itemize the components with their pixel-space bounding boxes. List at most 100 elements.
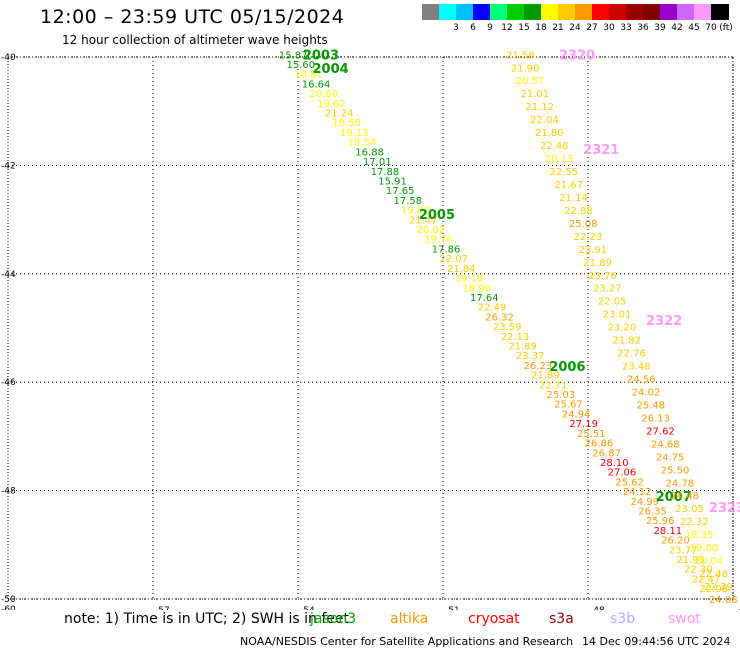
- legend-label: 36: [637, 23, 649, 33]
- wave-height-value: 17.65: [386, 186, 415, 197]
- wave-height-value: 25.62: [615, 477, 644, 488]
- map-grid: [7, 56, 734, 600]
- wave-height-value: 22.76: [617, 349, 646, 360]
- lat-tick-label: -40: [1, 53, 16, 63]
- legend-label: 42: [671, 23, 683, 33]
- legend-swatch: [473, 4, 491, 20]
- wave-height-value: 22.13: [501, 332, 530, 343]
- legend-label: 45: [688, 23, 700, 33]
- wave-height-value: 21.67: [554, 180, 583, 191]
- lat-tick-label: -42: [1, 161, 16, 171]
- wave-height-value: 22.48: [699, 569, 728, 580]
- legend-swatch: [592, 4, 610, 20]
- wave-height-value: 18.81: [294, 70, 323, 81]
- legend-label: 12: [501, 23, 513, 33]
- lon-tick-label: -57: [155, 606, 170, 610]
- wave-height-value: 24.56: [627, 375, 656, 386]
- wave-height-value: 22.88: [564, 206, 593, 217]
- wave-height-value: 22.08: [699, 584, 728, 595]
- wave-height-value: 26.35: [638, 507, 667, 518]
- footer-credit: NOAA/NESDIS Center for Satellite Applica…: [240, 635, 574, 648]
- footer-timestamp: 14 Dec 09:44:56 UTC 2024: [582, 635, 731, 648]
- legend-swatch: [711, 4, 729, 20]
- wave-height-value: 23.77: [669, 545, 698, 556]
- legend-swatch: [694, 4, 712, 20]
- legend-label: 21: [552, 23, 564, 33]
- wave-height-value: 20.60: [309, 89, 338, 100]
- wave-height-value: 23.01: [603, 310, 632, 321]
- wave-height-value: 25.51: [577, 429, 606, 440]
- wave-height-value: 21.80: [535, 128, 564, 139]
- legend-swatch: [524, 4, 542, 20]
- wave-height-value: 24.02: [632, 387, 661, 398]
- wave-height-value: 26.87: [592, 448, 621, 459]
- wave-height-value: 21.47: [409, 215, 438, 226]
- wave-height-value: 22.48: [540, 141, 569, 152]
- wave-height-value: 22.55: [550, 167, 579, 178]
- wave-height-value: 22.47: [692, 574, 721, 585]
- legend-label: 70: [705, 23, 717, 33]
- wave-height-value: 21.24: [325, 109, 354, 120]
- legend-label: 27: [586, 23, 598, 33]
- wave-height-value: 22.05: [598, 297, 627, 308]
- wave-height-value: 25.96: [646, 516, 675, 527]
- wave-height-value: 26.32: [485, 312, 514, 323]
- page-subtitle: 12 hour collection of altimeter wave hei…: [62, 33, 328, 47]
- wave-height-value: 24.99: [631, 497, 660, 508]
- lat-tick-label: -48: [1, 487, 16, 497]
- wave-height-value: 19.76: [424, 235, 453, 246]
- legend-swatch: [507, 4, 525, 20]
- wave-height-value: 21.82: [612, 336, 641, 347]
- wave-height-value: 19.13: [340, 128, 369, 139]
- map-frame: [7, 56, 734, 600]
- wave-height-value: 21.12: [525, 102, 554, 113]
- lon-tick-label: -48: [590, 606, 605, 610]
- lon-tick-label: -54: [300, 606, 315, 610]
- wave-height-value: 28.11: [653, 526, 682, 537]
- wave-height-value: 16.64: [302, 79, 331, 90]
- wave-height-value: 25.67: [554, 400, 583, 411]
- page-title: 12:00 – 23:59 UTC 05/15/2024: [40, 6, 345, 28]
- wave-height-value: 17.58: [394, 196, 423, 207]
- wave-height-value: 17.88: [371, 167, 400, 178]
- legend-label: 30: [603, 23, 615, 33]
- wave-height-value: 25.48: [637, 400, 666, 411]
- wave-height-value: 18.35: [685, 530, 714, 541]
- wave-height-value: 22.71: [539, 380, 568, 391]
- wave-height-value: 19.62: [317, 99, 346, 110]
- track-time-label: 2005: [419, 208, 455, 223]
- lon-tick-label: -51: [445, 606, 460, 610]
- track-time-label: 2007: [656, 490, 692, 505]
- legend-swatch: [439, 4, 457, 20]
- wave-height-value: 24.08: [709, 595, 738, 606]
- wave-height-value: 27.62: [646, 426, 675, 437]
- wave-height-value: 27.06: [608, 468, 637, 479]
- satellite-name: swot: [668, 611, 701, 627]
- wave-height-value: 24.12: [623, 487, 652, 498]
- wave-height-value: 15.87: [279, 50, 308, 61]
- track-time-label: 2003: [303, 48, 339, 63]
- legend-swatch: [456, 4, 474, 20]
- wave-height-value: 22.04: [530, 115, 559, 126]
- legend-label: 9: [487, 23, 493, 33]
- wave-height-value: 22.49: [478, 303, 507, 314]
- wave-height-value: 25.50: [661, 465, 690, 476]
- wave-height-value: 22.29: [704, 582, 733, 593]
- wave-height-value: 23.76: [588, 271, 617, 282]
- wave-height-value: 21.58: [506, 50, 535, 61]
- wave-height-value: 24.48: [670, 491, 699, 502]
- legend-swatch: [575, 4, 593, 20]
- track-time-label: 2322: [646, 314, 682, 329]
- wave-height-value: 22.23: [574, 232, 603, 243]
- wave-height-value: 21.89: [508, 341, 537, 352]
- corner-label: -60: [1, 605, 16, 610]
- wave-height-value: 25.08: [569, 219, 598, 230]
- wave-height-value: 20.02: [416, 225, 445, 236]
- lon-tick-label: -45: [735, 606, 740, 610]
- wave-height-value: 18.58: [332, 118, 361, 129]
- legend-swatch: [558, 4, 576, 20]
- legend-label: 15: [518, 23, 530, 33]
- legend-swatch: [422, 4, 440, 20]
- wave-height-value: 20.13: [545, 154, 574, 165]
